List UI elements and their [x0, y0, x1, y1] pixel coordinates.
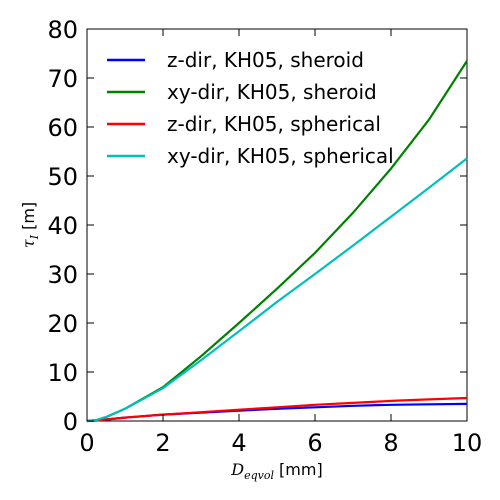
y-tick-label: 0 — [63, 408, 78, 436]
y-tick-label: 70 — [47, 65, 78, 93]
y-tick-label: 80 — [47, 16, 78, 44]
y-tick-label: 40 — [47, 212, 78, 240]
y-axis-symbol: τ — [19, 238, 38, 248]
series-line-2 — [86, 396, 468, 423]
series-line-3 — [86, 157, 468, 423]
x-tick-label: 0 — [79, 429, 94, 457]
y-tick-label: 10 — [47, 359, 78, 387]
legend-label-0: z-dir, KH05, sheroid — [167, 48, 364, 72]
legend: z-dir, KH05, sheroid xy-dir, KH05, sheroi… — [107, 48, 394, 168]
x-tick-label: 4 — [231, 429, 246, 457]
y-tick-labels: 0 10 20 30 40 50 60 70 80 — [47, 16, 78, 436]
ticks-layer — [86, 28, 468, 422]
series-layer — [86, 60, 468, 423]
y-axis-subscript: I — [28, 234, 41, 240]
x-tick-label: 8 — [383, 429, 398, 457]
x-tick-label: 6 — [307, 429, 322, 457]
x-tick-label: 10 — [452, 429, 483, 457]
x-axis-label: Deqvol [mm] — [230, 460, 322, 482]
legend-label-2: z-dir, KH05, spherical — [167, 112, 381, 136]
y-tick-label: 30 — [47, 261, 78, 289]
legend-label-3: xy-dir, KH05, spherical — [167, 144, 394, 168]
plot-area — [86, 28, 468, 422]
x-tick-label: 2 — [155, 429, 170, 457]
x-tick-labels: 0 2 4 6 8 10 — [79, 429, 482, 457]
y-tick-label: 60 — [47, 114, 78, 142]
x-axis-subscript: eqvol — [244, 469, 274, 482]
y-axis-unit: [m] — [19, 202, 38, 230]
y-axis-label: τI [m] — [19, 202, 41, 248]
y-tick-label: 20 — [47, 310, 78, 338]
legend-label-1: xy-dir, KH05, sheroid — [167, 80, 377, 104]
y-tick-label: 50 — [47, 163, 78, 191]
x-axis-symbol: D — [230, 460, 244, 479]
x-axis-unit: [mm] — [279, 460, 323, 479]
